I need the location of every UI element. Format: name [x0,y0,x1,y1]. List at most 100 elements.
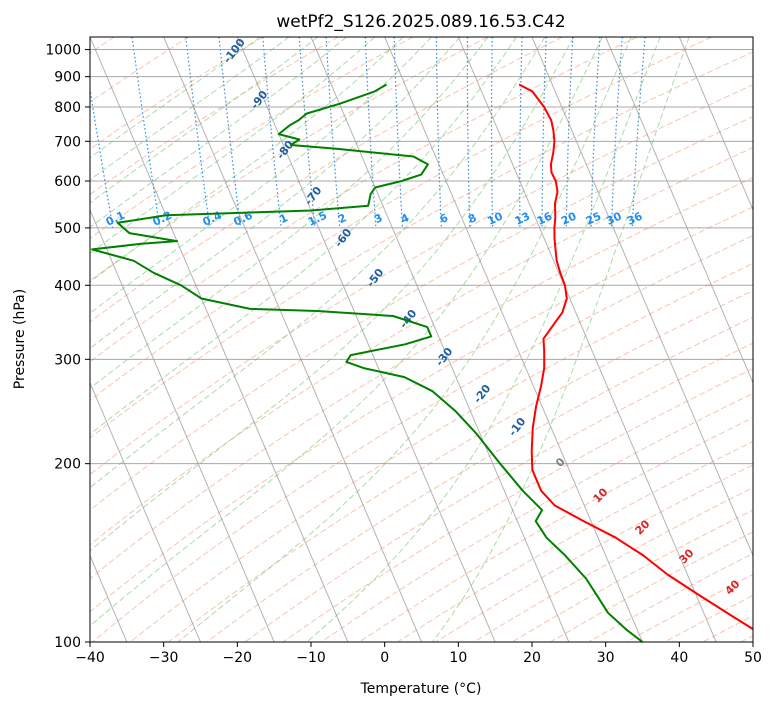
x-tick-label: 20 [523,650,541,666]
mixing-ratio-label: 4 [399,211,412,226]
y-tick-label: 600 [54,174,81,190]
dry-adiabat [90,37,414,239]
profile-series [91,83,753,642]
isotherm [310,37,570,642]
dry-adiabat [740,635,753,642]
x-tick-label: 0 [380,650,389,666]
isotherm [163,37,422,642]
y-tick-label: 200 [54,457,81,473]
mixing-ratio-label: 6 [438,211,451,226]
moist-adiabat [90,37,376,255]
y-tick-label: 900 [54,70,81,86]
isotherms [90,37,753,642]
dry-adiabat-label: -20 [471,382,494,406]
x-tick-label: 30 [597,650,615,666]
isotherm [678,37,753,212]
moist-adiabat [177,37,632,642]
moist-adiabat [90,37,404,283]
y-tick-label: 1000 [45,43,81,59]
isotherm [457,37,717,642]
dry-adiabats [90,37,753,642]
moist-adiabats [90,37,690,642]
dry-adiabat [90,37,488,282]
moist-adiabat [90,37,319,204]
moist-adiabat [90,37,546,489]
isotherm [752,37,753,39]
dry-adiabat-label: -70 [302,184,325,208]
dry-adiabat [90,37,563,323]
y-tick-label: 700 [54,134,81,150]
y-axis: 100 200 300 400 500 600 700 800 900 1000 [45,43,90,651]
dry-adiabat [435,464,753,642]
isotherm [531,37,753,557]
plot-area: 0.1 0.2 0.4 0.6 1 1.5 2 3 4 6 8 10 13 16 20 25 30 36-100-… [90,36,753,642]
x-tick-label: −20 [223,650,253,666]
dry-adiabat [90,206,753,613]
mixing-ratio-line [590,37,601,228]
mixing-ratio-label: 0.4 [201,209,224,229]
dry-adiabat [90,116,753,511]
moist-adiabat-label: 10 [591,485,611,505]
moist-adiabat-label: 30 [677,546,697,566]
mixing-ratio-label: 1 [277,211,289,226]
x-tick-label: −10 [296,650,326,666]
moist-adiabat [90,37,461,350]
y-tick-label: 400 [54,278,81,294]
y-tick-label: 100 [54,635,81,651]
dry-adiabat [702,615,753,642]
mixing-ratio-label: 36 [625,209,645,227]
y-tick-label: 800 [54,100,81,116]
mixing-ratio-label: 13 [513,210,532,228]
mixing-ratio-label: 1.5 [306,209,329,229]
y-tick-label: 300 [54,352,81,368]
x-tick-label: −40 [75,650,105,666]
moist-adiabat [90,37,489,389]
mixing-ratio-line [490,37,494,228]
mixing-ratio-label: 16 [535,209,555,227]
x-tick-label: 10 [449,650,467,666]
pressure-gridlines [90,49,753,642]
x-tick-label: 50 [744,650,762,666]
moist-adiabat [306,37,661,642]
mixing-ratio-label: 8 [466,211,478,226]
x-axis-label: Temperature (°C) [360,681,482,697]
dry-adiabat-label: -10 [506,415,529,439]
mixing-ratio-line [90,85,114,229]
moist-adiabat-label: 20 [633,517,653,537]
mixing-ratio-line [435,37,442,228]
moist-adiabat [90,37,290,181]
mixing-ratio-line [610,37,623,228]
isotherm [90,381,201,642]
dry-adiabat-label: -30 [433,345,456,369]
line-labels: 0.1 0.2 0.4 0.6 1 1.5 2 3 4 6 8 10 13 16 20 25 30 36-100-… [104,36,743,598]
mixing-ratio-line [185,37,211,228]
isotherm [384,37,643,642]
chart-title: wetPf2_S126.2025.089.16.53.C42 [276,12,565,32]
mixing-ratio-label: 3 [372,211,384,226]
dry-adiabat [90,37,339,196]
mixing-ratio-label: 10 [485,209,505,227]
moist-adiabat [90,37,575,552]
dry-adiabat-label: -100 [221,36,248,66]
mixing-ratio-line [218,37,242,228]
mixing-ratio-line [466,37,471,228]
mixing-ratio-label: 2 [336,211,348,226]
mixing-ratio-line [631,37,646,228]
x-tick-label: −30 [149,650,179,666]
mixing-ratio-label: 30 [604,209,624,227]
moist-adiabat-label: 40 [723,577,743,597]
dewpoint-profile [91,83,644,642]
dry-adiabat [90,37,190,103]
dry-adiabat [206,316,753,642]
plot-frame [89,36,754,643]
mixing-ratio-line [298,37,316,228]
dry-adiabat [90,84,753,476]
moist-adiabat [90,37,347,228]
dry-adiabat [90,37,712,401]
mixing-ratio-line [565,37,574,228]
dry-adiabat [664,594,753,642]
mixing-ratio-lines [90,37,646,229]
dry-adiabat [244,342,753,642]
mixing-ratio-line [519,37,523,228]
moist-adiabat [90,37,261,159]
